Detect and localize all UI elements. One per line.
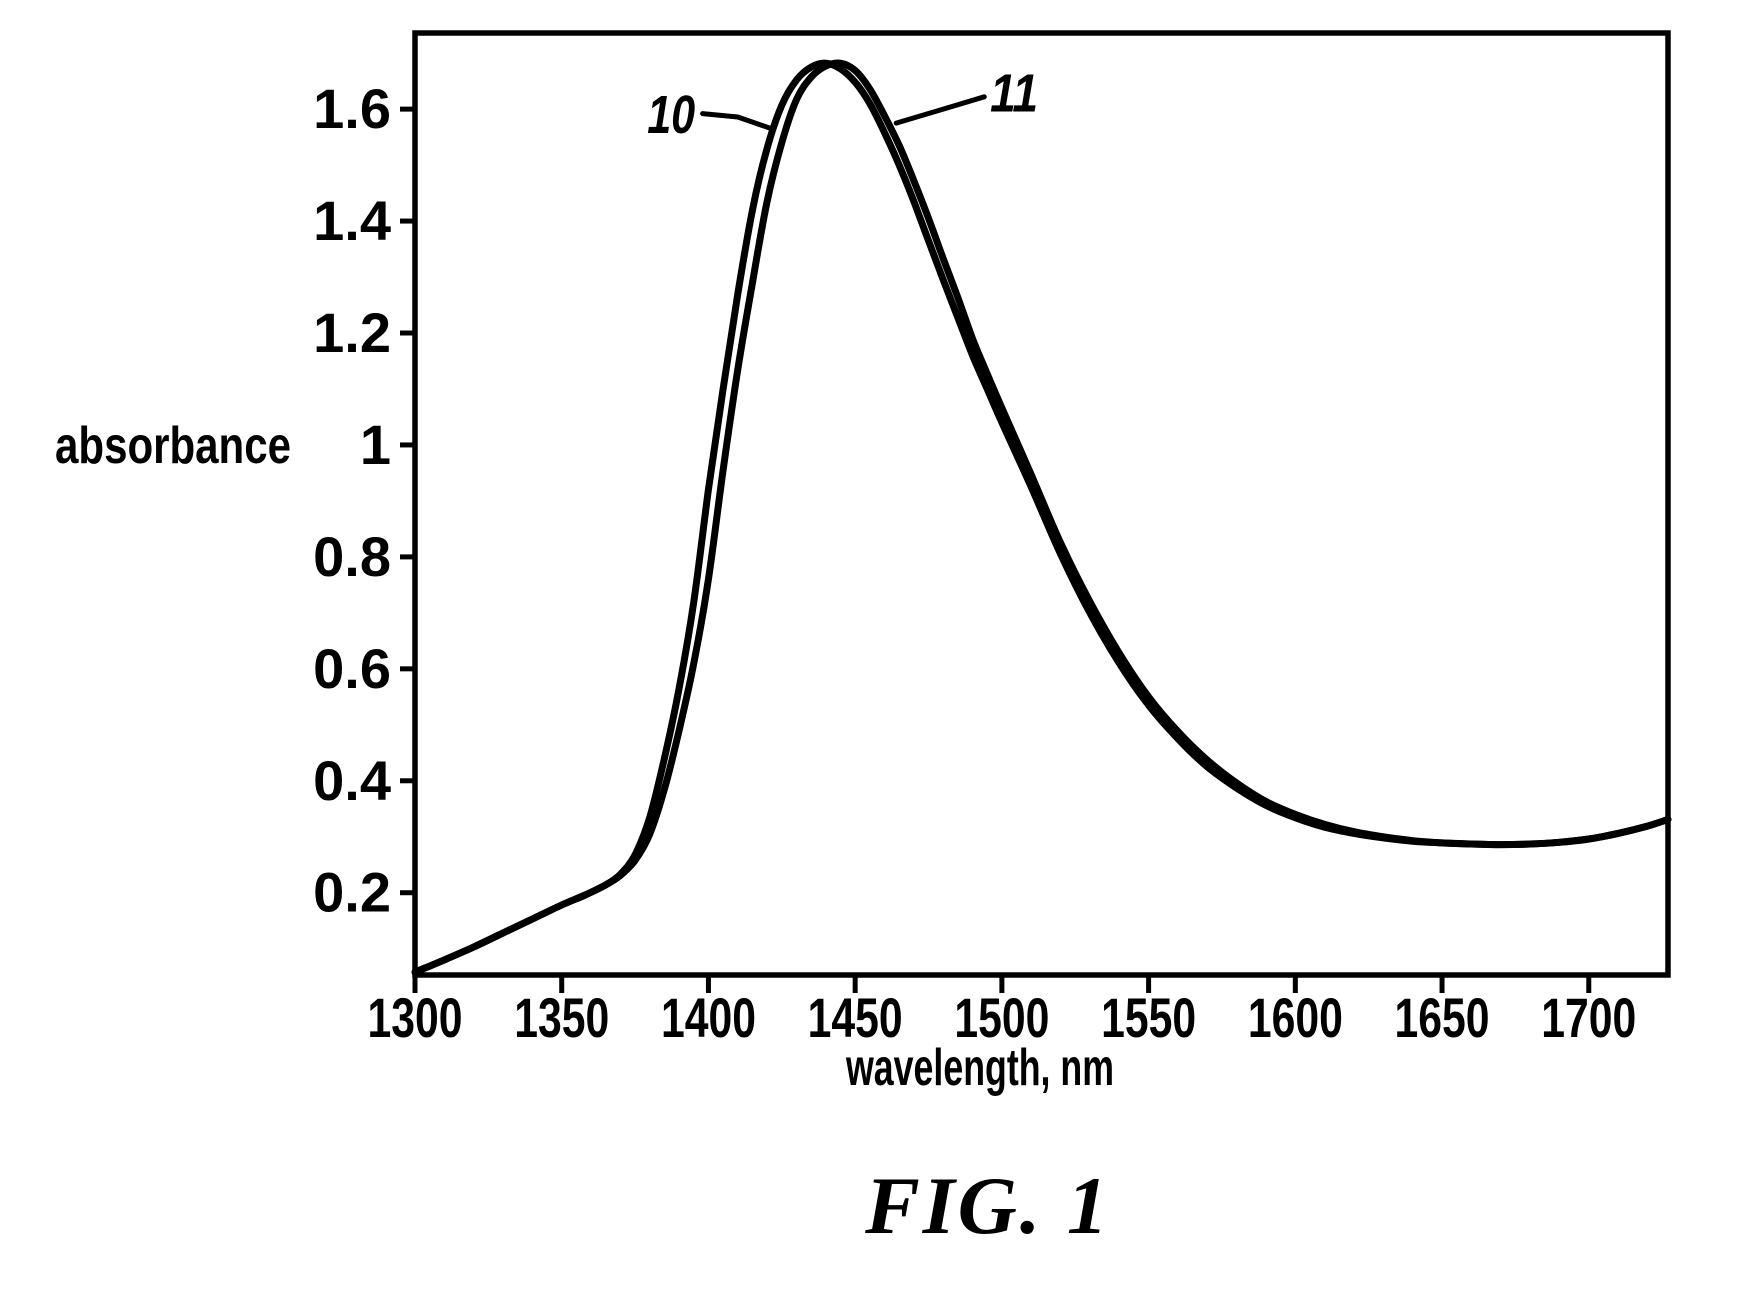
y-tick-label: 0.6 — [313, 637, 391, 700]
x-tick-label: 1400 — [661, 986, 756, 1049]
y-tick-label: 1 — [360, 413, 391, 476]
figure-caption: FIG. 1 — [864, 1160, 1111, 1251]
x-tick-label: 1650 — [1395, 986, 1490, 1049]
x-axis-label: wavelength, nm — [845, 1039, 1114, 1097]
annotations-layer: 10 11 — [647, 63, 1038, 145]
leader-line-10 — [700, 111, 773, 131]
y-axis-label: absorbance — [55, 417, 291, 475]
plot-border — [412, 30, 1671, 978]
y-tick-label: 0.4 — [313, 749, 391, 812]
y-tick-label: 0.2 — [313, 861, 391, 924]
x-tick-label: 1700 — [1541, 986, 1636, 1049]
x-tick-label: 1550 — [1101, 986, 1196, 1049]
x-tick-label: 1300 — [368, 986, 463, 1049]
curve-label-10: 10 — [647, 85, 695, 145]
leader-line-11 — [893, 94, 987, 126]
y-tick-label: 1.4 — [313, 189, 391, 252]
curve-label-11: 11 — [990, 63, 1038, 123]
x-tick-label: 1450 — [808, 986, 903, 1049]
y-tick-label: 0.8 — [313, 525, 391, 588]
x-tick-label: 1500 — [954, 986, 1049, 1049]
curves-layer — [411, 59, 1672, 976]
curve-10-line — [411, 59, 1672, 976]
y-tick-label: 1.6 — [313, 77, 391, 140]
x-tick-label: 1350 — [514, 986, 609, 1049]
y-tick-label: 1.2 — [313, 301, 391, 364]
axes-layer: 1300 1350 1400 1450 1500 1550 1600 1650 1700 0.2 0… — [313, 30, 1671, 1049]
x-tick-label: 1600 — [1248, 986, 1343, 1049]
